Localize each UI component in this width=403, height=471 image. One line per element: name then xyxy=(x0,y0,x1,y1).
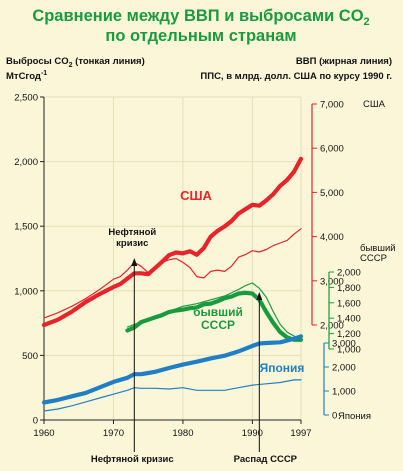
ussr-collapse-label: Распад СССР xyxy=(234,454,298,465)
x-axis-tick-label: 1960 xyxy=(33,428,54,439)
usa-series-label: США xyxy=(180,188,212,203)
japan-series-label: Япония xyxy=(260,361,305,375)
right-axis-tick-label: 6,000 xyxy=(320,144,344,155)
right-axis-tick-label: 5,000 xyxy=(320,188,344,199)
series-line xyxy=(41,334,304,405)
right-axis-tick-label: 2,000 xyxy=(337,268,361,279)
right-axis-tick-label: 1,400 xyxy=(337,314,361,325)
left-axis-label: Выбросы CO2 (тонкая линия) xyxy=(6,56,145,69)
right-axis-tick-label: 1,800 xyxy=(337,283,361,294)
series-layer: США бывший СССР Япония xyxy=(41,156,305,412)
ussr-series-label: бывший СССР xyxy=(193,305,243,332)
left-axis-tick-label: 1,500 xyxy=(14,222,38,233)
right-axis-label-2: ППС, в млрд. долл. США по курсу 1990 г. xyxy=(200,71,392,82)
japan-axis-tag: Япония xyxy=(338,411,371,422)
usa-axis-tag: США xyxy=(363,99,386,110)
series-line xyxy=(43,228,302,319)
x-axis-tick-label: 1990 xyxy=(242,428,263,439)
chart-title-line1: Сравнение между ВВП и выбросами CO2 xyxy=(32,7,369,28)
ussr-axis-tag: бывший СССР xyxy=(360,243,396,264)
series-line xyxy=(125,290,304,342)
annotations-layer: Нефтяной кризис Нефтяной кризис Распад СССР xyxy=(91,227,298,465)
oil-crisis-arrowhead xyxy=(131,258,138,266)
right-axis-tick-label: 1,000 xyxy=(332,387,356,398)
right-axis-tick-label: 1,600 xyxy=(337,298,361,309)
axes: 0 500 1,000 1,500 2,000 2,500 1960 1970 1980 1990… xyxy=(14,93,395,440)
oil-crisis-bottom-label: Нефтяной кризис xyxy=(91,454,174,465)
right-axis-tick-label: 3,000 xyxy=(320,276,344,287)
right-axis-tick-label: 7,000 xyxy=(320,100,344,111)
left-axis-tick-label: 0 xyxy=(33,416,38,427)
left-axis-tick-label: 2,000 xyxy=(14,157,38,168)
right-axis-tick-label: 3,000 xyxy=(332,339,356,350)
oil-crisis-annotation: Нефтяной кризис xyxy=(108,227,156,249)
left-axis-tick-label: 500 xyxy=(22,351,38,362)
right-axis-tick-label: 0 xyxy=(332,411,337,422)
left-axis-unit: МтСгод-1 xyxy=(6,70,47,82)
series-line xyxy=(43,379,302,412)
chart-title-line2: по отдельным странам xyxy=(105,27,296,45)
right-axis-tick-label: 1,000 xyxy=(337,345,361,356)
right-axis-tick-label: 2,000 xyxy=(320,321,344,332)
right-axis-tick-label: 1,200 xyxy=(337,329,361,340)
right-axis-label-1: ВВП (жирная линия) xyxy=(296,56,392,67)
x-axis-tick-label: 1997 xyxy=(290,428,311,439)
left-axis-tick-label: 1,000 xyxy=(14,286,38,297)
ussr-collapse-arrowhead xyxy=(256,292,263,300)
x-axis-tick-label: 1970 xyxy=(103,428,124,439)
x-axis-tick-label: 1980 xyxy=(172,428,193,439)
right-axis-tick-label: 4,000 xyxy=(320,232,344,243)
right-axis-tick-label: 2,000 xyxy=(332,363,356,374)
left-axis-tick-label: 2,500 xyxy=(14,93,38,104)
series-line xyxy=(41,156,304,328)
